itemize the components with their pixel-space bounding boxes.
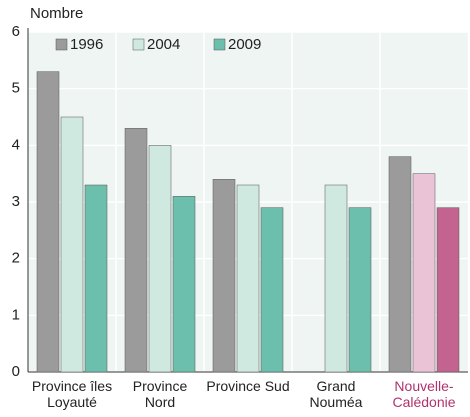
- bar: [212, 179, 236, 373]
- y-axis-label: Nombre: [30, 5, 83, 22]
- y-tick-label: 6: [12, 23, 20, 40]
- bar: [324, 184, 348, 373]
- bar: [124, 128, 148, 373]
- legend-label: 2009: [228, 36, 261, 53]
- legend-swatch: [213, 38, 226, 51]
- bar: [36, 71, 60, 373]
- x-tick-label: Grand Nouméa: [309, 378, 363, 410]
- y-tick-label: 1: [12, 306, 20, 323]
- y-tick-label: 3: [12, 193, 20, 210]
- y-tick-label: 4: [12, 136, 20, 153]
- y-tick-label: 0: [12, 363, 20, 380]
- bar: [412, 173, 436, 373]
- legend-swatch: [55, 38, 68, 51]
- bar: [236, 184, 260, 373]
- bar: [388, 156, 412, 373]
- bar: [436, 207, 460, 373]
- bar: [84, 184, 108, 373]
- x-tick-label: Province Nord: [132, 378, 188, 410]
- x-tick-label: Province îles Loyauté: [31, 378, 113, 410]
- x-tick-label: Province Sud: [206, 378, 290, 394]
- bar: [348, 207, 372, 373]
- bar: [60, 116, 84, 373]
- legend-swatch: [132, 38, 145, 51]
- bar: [260, 207, 284, 373]
- legend-label: 2004: [147, 36, 180, 53]
- y-tick-label: 5: [12, 80, 20, 97]
- bar: [172, 196, 196, 373]
- legend-label: 1996: [70, 36, 103, 53]
- x-tick-label: Nouvelle-Calédonie: [392, 378, 456, 410]
- y-tick-label: 2: [12, 250, 20, 267]
- bar: [148, 145, 172, 373]
